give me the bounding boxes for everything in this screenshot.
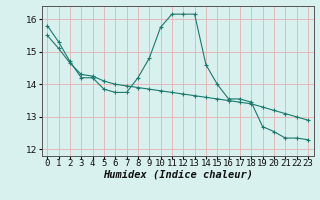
X-axis label: Humidex (Indice chaleur): Humidex (Indice chaleur)	[103, 169, 252, 179]
